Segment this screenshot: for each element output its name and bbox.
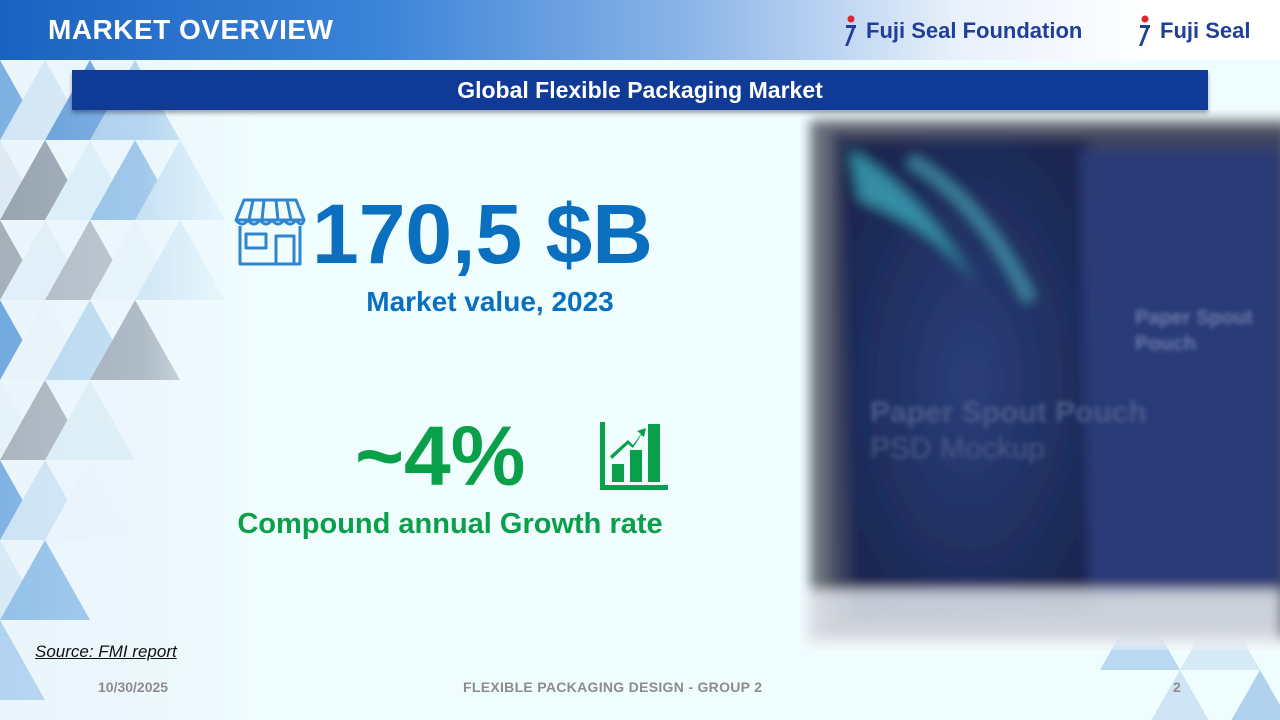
triangle-pattern-left (0, 60, 260, 720)
fuji-seal-mark-icon (845, 15, 856, 46)
section-banner: Global Flexible Packaging Market (72, 70, 1208, 110)
growth-rate-caption: Compound annual Growth rate (237, 508, 663, 540)
market-value-number: 170,5 $B (312, 187, 653, 281)
bar-chart-growth-icon (600, 422, 668, 490)
fuji-seal-logo: Fuji Seal (1136, 14, 1250, 48)
source-citation: Source: FMI report (35, 642, 177, 661)
fuji-seal-foundation-logo: Fuji Seal Foundation (842, 14, 1082, 48)
photo-label-main: Paper Spout Pouch PSD Mockup (870, 396, 1147, 465)
footer-title: FLEXIBLE PACKAGING DESIGN - GROUP 2 (463, 679, 763, 695)
growth-rate-number: ~4% (355, 409, 526, 503)
pouch-product-photo (800, 120, 1280, 650)
slide-number: 2 (1173, 679, 1181, 695)
logo-text-foundation: Fuji Seal Foundation (866, 18, 1083, 43)
market-value-caption: Market value, 2023 (366, 286, 614, 317)
photo-label-secondary: Paper Spout Pouch (1135, 307, 1253, 355)
storefront-icon (234, 198, 306, 266)
fuji-seal-mark-icon (1139, 15, 1150, 46)
banner-title: Global Flexible Packaging Market (457, 76, 823, 103)
footer-date: 10/30/2025 (98, 679, 169, 695)
header-title: MARKET OVERVIEW (48, 14, 334, 45)
slide-header: MARKET OVERVIEW Fuji Seal Foundation Fuj… (0, 0, 1280, 60)
logo-text-fuji-seal: Fuji Seal (1160, 18, 1251, 43)
